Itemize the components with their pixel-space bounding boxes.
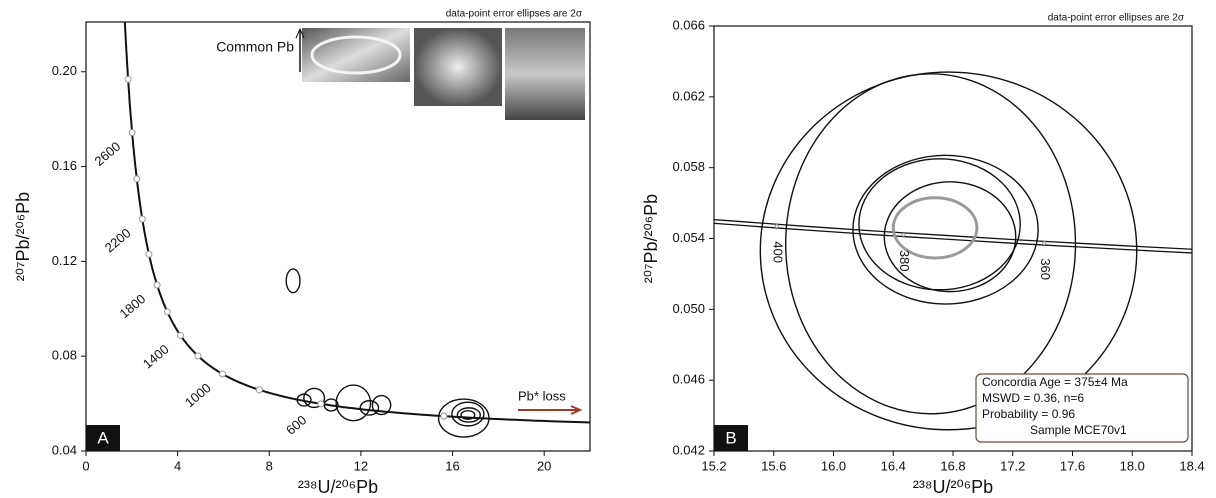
y-tick-label: 0.04 bbox=[52, 442, 77, 457]
age-marker bbox=[255, 386, 263, 394]
x-tick-label: 15.2 bbox=[701, 458, 726, 473]
age-label: 2600 bbox=[92, 139, 124, 169]
y-tick-label: 0.12 bbox=[52, 253, 77, 268]
error-ellipse bbox=[335, 384, 372, 422]
age-label: 380 bbox=[897, 250, 912, 272]
error-ellipse bbox=[883, 181, 1017, 293]
y-axis-label: ²⁰⁷Pb/²⁰⁶Pb bbox=[13, 192, 33, 281]
age-marker bbox=[124, 75, 132, 83]
age-marker bbox=[317, 400, 325, 408]
y-tick-label: 0.062 bbox=[672, 88, 705, 103]
zircon-photo bbox=[414, 28, 502, 106]
error-ellipse bbox=[785, 73, 1077, 415]
y-axis-label: ²⁰⁷Pb/²⁰⁶Pb bbox=[641, 194, 661, 283]
annotation: data-point error ellipses are 2σ bbox=[1048, 13, 1185, 24]
x-axis-label: ²³⁸U/²⁰⁶Pb bbox=[298, 477, 378, 497]
error-ellipse bbox=[891, 196, 979, 260]
x-tick-label: 20 bbox=[537, 458, 551, 473]
error-ellipse bbox=[460, 410, 476, 420]
panel-letter-box bbox=[86, 425, 120, 451]
age-marker bbox=[128, 129, 136, 137]
age-marker bbox=[133, 175, 141, 183]
age-marker bbox=[153, 281, 161, 289]
age-marker bbox=[138, 215, 146, 223]
x-tick-label: 18.0 bbox=[1120, 458, 1145, 473]
error-ellipse bbox=[285, 268, 301, 294]
y-tick-label: 0.054 bbox=[672, 230, 705, 245]
x-tick-label: 12 bbox=[354, 458, 368, 473]
common-pb-label: Common Pb bbox=[216, 39, 294, 55]
y-tick-label: 0.042 bbox=[672, 442, 705, 457]
legend-line: MSWD = 0.36, n=6 bbox=[982, 391, 1084, 405]
panel-letter: A bbox=[97, 428, 109, 447]
legend-line: Concordia Age = 375±4 Ma bbox=[982, 375, 1128, 389]
x-tick-label: 0 bbox=[82, 458, 89, 473]
y-tick-label: 0.20 bbox=[52, 63, 77, 78]
plot-area: 400 380 360 bbox=[0, 0, 1216, 431]
x-tick-label: 16.8 bbox=[940, 458, 965, 473]
age-marker bbox=[901, 232, 906, 237]
x-tick-label: 8 bbox=[266, 458, 273, 473]
age-label: 2200 bbox=[102, 225, 134, 255]
legend-box bbox=[975, 373, 1189, 443]
age-marker bbox=[774, 224, 779, 229]
y-tick-label: 0.058 bbox=[672, 159, 705, 174]
age-marker bbox=[1042, 241, 1047, 246]
age-label: 400 bbox=[770, 241, 785, 263]
panel-letter-box bbox=[714, 425, 748, 451]
age-marker bbox=[219, 370, 227, 378]
age-label: 360 bbox=[1038, 258, 1053, 280]
x-tick-label: 4 bbox=[174, 458, 181, 473]
error-ellipse bbox=[852, 154, 1039, 305]
age-marker bbox=[163, 308, 171, 316]
plot-frame bbox=[85, 21, 591, 452]
concordia-curve bbox=[123, 22, 590, 424]
x-tick-label: 17.2 bbox=[1000, 458, 1025, 473]
error-ellipse bbox=[437, 398, 490, 438]
error-ellipse bbox=[858, 158, 1021, 291]
x-tick-label: 18.4 bbox=[1179, 458, 1204, 473]
y-tick-label: 0.066 bbox=[672, 17, 705, 32]
error-ellipse bbox=[359, 400, 380, 416]
x-tick-label: 16 bbox=[445, 458, 459, 473]
y-tick-label: 0.050 bbox=[672, 301, 705, 316]
concordia-band-inner bbox=[0, 0, 1216, 369]
error-ellipse bbox=[759, 71, 1138, 431]
annotation: data-point error ellipses are 2σ bbox=[446, 9, 583, 20]
x-tick-label: 17.6 bbox=[1060, 458, 1085, 473]
y-tick-label: 0.046 bbox=[672, 372, 705, 387]
age-marker bbox=[440, 412, 448, 420]
y-tick-label: 0.08 bbox=[52, 348, 77, 363]
x-tick-label: 15.6 bbox=[761, 458, 786, 473]
plot-frame bbox=[713, 25, 1193, 452]
age-marker bbox=[145, 250, 153, 258]
age-label: 1800 bbox=[117, 291, 149, 321]
age-label: 1000 bbox=[182, 380, 214, 410]
error-ellipse bbox=[456, 407, 481, 423]
legend-line: Probability = 0.96 bbox=[982, 407, 1075, 421]
concordia-band bbox=[714, 218, 1192, 254]
pb-loss-label: Pb* loss bbox=[518, 388, 566, 403]
x-tick-label: 16.0 bbox=[821, 458, 846, 473]
age-marker bbox=[176, 331, 184, 339]
x-tick-label: 16.4 bbox=[881, 458, 906, 473]
legend-line: Sample MCE70v1 bbox=[1030, 423, 1127, 437]
y-tick-label: 0.16 bbox=[52, 158, 77, 173]
x-axis-label: ²³⁸U/²⁰⁶Pb bbox=[913, 477, 993, 497]
age-marker bbox=[194, 352, 202, 360]
common-pb-arrowhead bbox=[295, 27, 305, 39]
zircon-photo-detail bbox=[310, 35, 402, 75]
error-ellipse bbox=[303, 387, 326, 409]
age-label: 1400 bbox=[140, 341, 172, 371]
error-ellipse bbox=[371, 394, 392, 416]
zircon-photo bbox=[505, 28, 585, 120]
panel-letter: B bbox=[725, 428, 736, 447]
error-ellipse bbox=[451, 401, 485, 427]
age-label: 600 bbox=[283, 412, 309, 437]
pb-loss-arrowhead bbox=[570, 405, 583, 415]
error-ellipse bbox=[323, 398, 339, 412]
